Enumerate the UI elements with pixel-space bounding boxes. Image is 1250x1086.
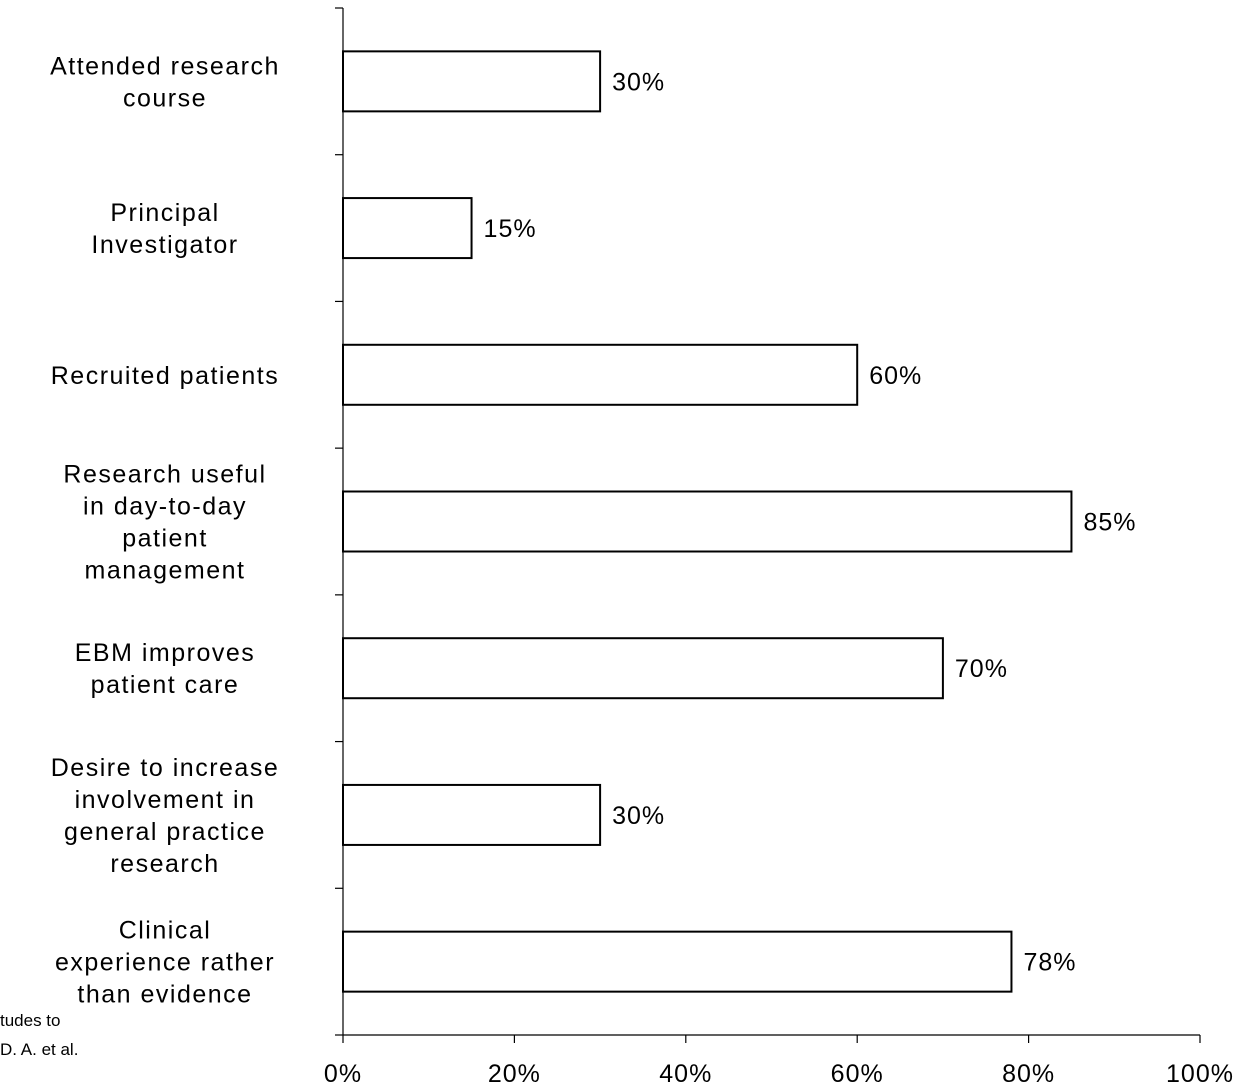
bars-group: [342, 50, 1073, 993]
category-label: Research useful in day-to-day patient manag…: [63, 461, 266, 585]
bar: [342, 343, 859, 406]
ticks-group: [335, 7, 1201, 1043]
category-label: EBM improves patient care: [75, 639, 256, 699]
category-label-line: than evidence: [77, 981, 252, 1009]
category-label-line: experience rather: [55, 949, 275, 977]
labels-group: 0% 20% 40% 60% 80% 100% 30% Attended research co…: [50, 52, 1234, 1086]
category-label: Desire to increase involvement in general …: [51, 754, 279, 878]
category-label: Recruited patients: [51, 362, 280, 390]
category-label-line: course: [123, 84, 207, 112]
bar: [342, 930, 1013, 993]
bar: [342, 490, 1073, 553]
category-label-line: Desire to increase: [51, 754, 279, 782]
category-label-line: general practice: [64, 818, 266, 846]
x-tick-label: 40%: [659, 1060, 712, 1086]
bar: [342, 50, 602, 113]
footnote-line-2: D. A. et al.: [0, 1040, 79, 1059]
value-label: 78%: [1023, 949, 1076, 977]
category-label-line: EBM improves: [75, 639, 256, 667]
x-tick-label: 100%: [1166, 1060, 1234, 1086]
category-label-line: management: [85, 557, 246, 585]
x-tick-label: 20%: [488, 1060, 541, 1086]
category-label-line: Attended research: [50, 52, 280, 80]
x-tick-label: 0%: [324, 1060, 362, 1086]
category-label-line: Investigator: [91, 231, 238, 259]
value-label: 30%: [612, 68, 665, 96]
footnote-line-1: tudes to: [0, 1011, 61, 1030]
category-label: Attended research course: [50, 52, 280, 112]
category-label: Principal Investigator: [91, 199, 238, 259]
category-label-line: research: [110, 850, 219, 878]
x-tick-label: 60%: [831, 1060, 884, 1086]
value-label: 30%: [612, 802, 665, 830]
category-label-line: Recruited patients: [51, 362, 280, 390]
bar: [342, 637, 944, 700]
category-label-line: patient: [122, 525, 208, 553]
bar: [342, 197, 473, 260]
value-label: 85%: [1083, 509, 1136, 537]
category-label-line: Clinical: [119, 917, 212, 945]
category-label-line: patient care: [91, 671, 240, 699]
value-label: 15%: [484, 215, 537, 243]
bar: [342, 783, 602, 846]
category-label-line: Principal: [110, 199, 219, 227]
category-label-line: involvement in: [75, 786, 256, 814]
x-tick-label: 80%: [1002, 1060, 1055, 1086]
category-label-line: Research useful: [63, 461, 266, 489]
category-label-line: in day-to-day: [83, 493, 247, 521]
value-label: 60%: [869, 362, 922, 390]
category-label: Clinical experience rather than evidence: [55, 917, 275, 1009]
value-label: 70%: [955, 655, 1008, 683]
